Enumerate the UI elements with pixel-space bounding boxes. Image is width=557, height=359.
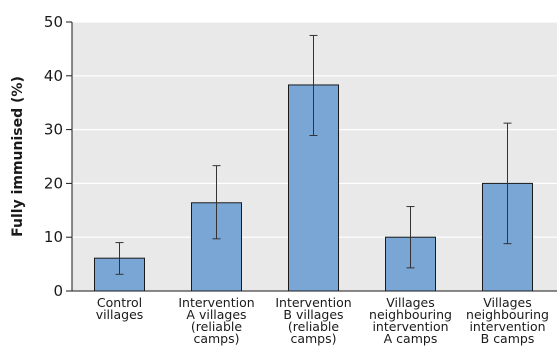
y-tick-label: 30 (44, 121, 63, 139)
x-category-label-line: A villages (186, 307, 246, 322)
x-category-label-line: Villages (483, 295, 532, 310)
x-category-label: Control villages (96, 295, 144, 322)
x-category-label-line: B camps (481, 331, 535, 346)
x-category-label: Intervention B villages (reliable camps) (275, 295, 351, 346)
y-tick-label: 50 (44, 13, 63, 31)
x-category-label-line: (reliable (191, 319, 242, 334)
y-tick-label: 40 (44, 67, 63, 85)
x-category-label-line: A camps (384, 331, 438, 346)
x-category-label-line: Intervention (275, 295, 351, 310)
x-category-label-line: intervention (469, 319, 545, 334)
x-category-label-line: Intervention (178, 295, 254, 310)
y-tick-label: 10 (44, 228, 63, 246)
x-category-label-line: neighbouring (369, 307, 452, 322)
y-axis-title: Fully immunised (%) (10, 76, 26, 237)
x-category-label: Villages neighbouring intervention B camps (466, 295, 549, 346)
x-category-label-line: (reliable (288, 319, 339, 334)
x-category-label-line: villages (96, 307, 144, 322)
error-bars (115, 34, 512, 275)
x-category-label-line: camps) (193, 331, 239, 346)
y-tick-label: 20 (44, 174, 63, 192)
x-category-label-line: Villages (386, 295, 435, 310)
x-category-label: Intervention A villages (reliable camps) (178, 295, 254, 346)
x-category-label-line: Control (97, 295, 142, 310)
x-category-label: Villages neighbouring intervention A camps (369, 295, 452, 346)
x-category-label-line: neighbouring (466, 307, 549, 322)
x-category-label-line: B villages (283, 307, 343, 322)
axes: 0 10 20 30 40 50 (44, 13, 557, 300)
x-category-label-line: intervention (372, 319, 448, 334)
x-category-label-line: camps) (290, 331, 336, 346)
y-tick-label: 0 (53, 282, 63, 300)
